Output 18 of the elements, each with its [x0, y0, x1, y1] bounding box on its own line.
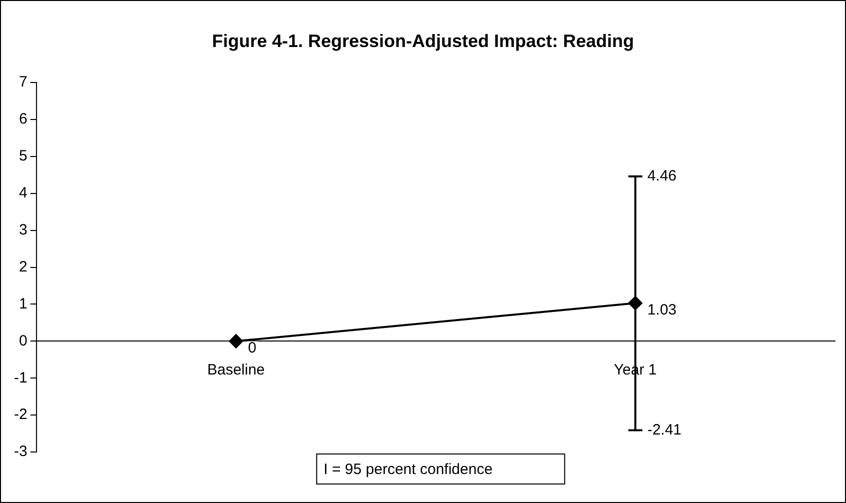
x-tick-label: Baseline: [207, 361, 265, 378]
text: I = 95 percent confidence: [324, 461, 493, 478]
y-tick-label: 5: [18, 148, 28, 165]
y-tick-label: 2: [18, 258, 28, 276]
annotation: 4.46: [647, 168, 677, 185]
data-label: 0: [248, 339, 256, 356]
chart-title: Figure 4-1. Regression-Adjusted Impact: Reading: [212, 30, 634, 51]
y-tick-label: 4: [18, 184, 28, 202]
y-tick-label: 3: [18, 222, 28, 238]
y-tick-label: -1: [14, 369, 28, 386]
annotation: -2.41: [647, 421, 682, 438]
data-label: 1.03: [647, 301, 677, 318]
y-tick-label: -3: [14, 443, 28, 460]
y-tick-label: -2: [14, 406, 28, 424]
y-tick-label: 6: [18, 110, 28, 128]
y-tick-label: 0: [18, 332, 28, 350]
y-tick-label: 7: [18, 74, 28, 91]
y-tick-label: 1: [18, 295, 28, 312]
